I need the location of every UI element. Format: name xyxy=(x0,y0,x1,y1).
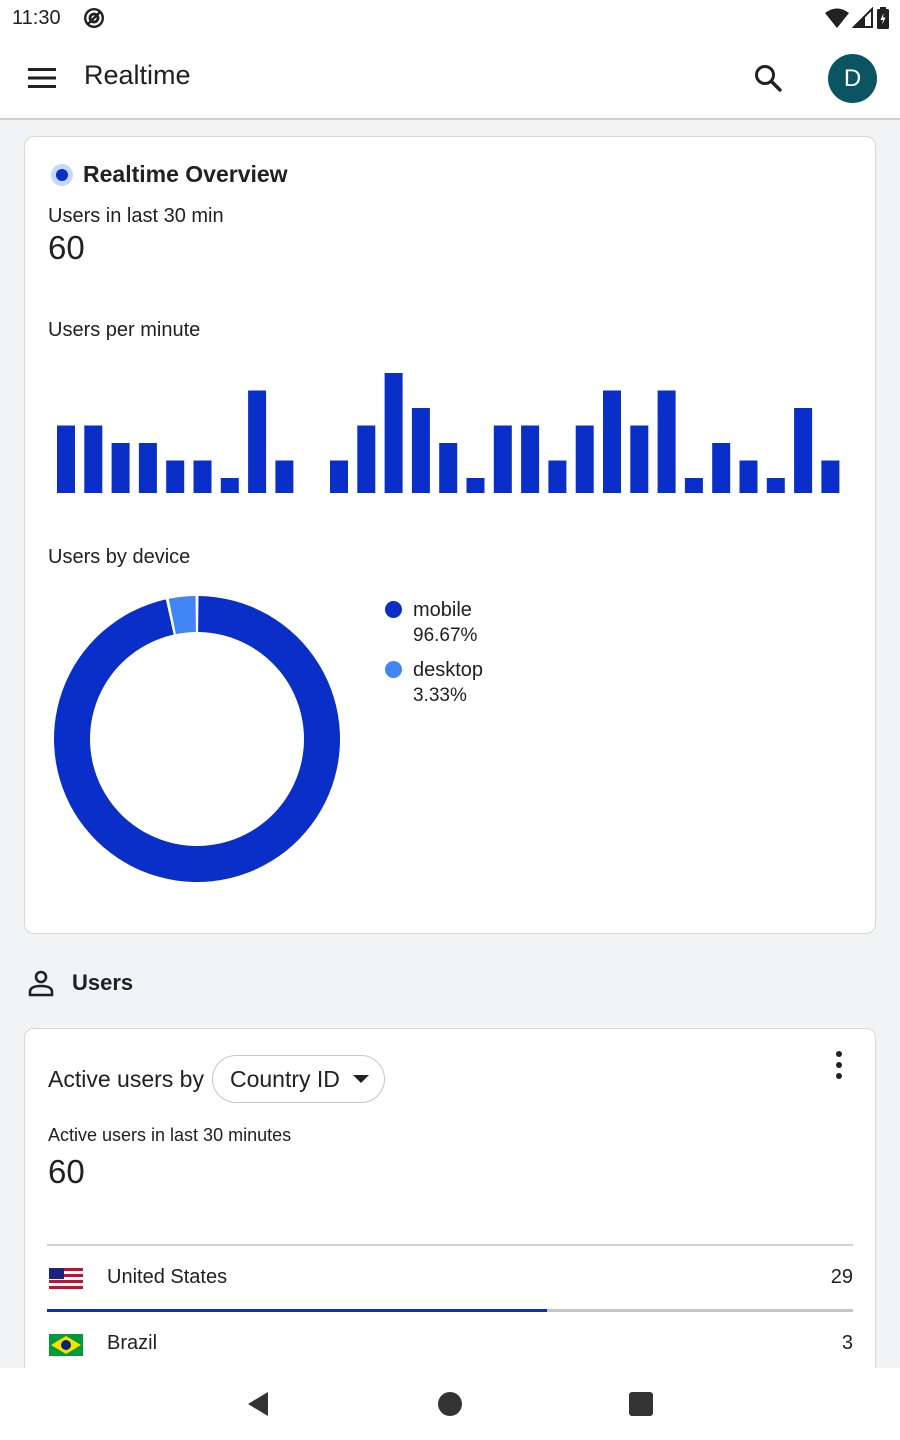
bar-minute-4 xyxy=(138,443,157,493)
brazil-flag-icon xyxy=(49,1334,83,1356)
more-vertical-icon[interactable] xyxy=(829,1049,849,1081)
bar-minute-24 xyxy=(684,478,703,493)
desktop-legend-dot xyxy=(385,661,402,678)
bar-minute-2 xyxy=(84,425,103,493)
bar-minute-6 xyxy=(193,460,212,493)
bar-minute-21 xyxy=(603,390,621,493)
bar-minute-5 xyxy=(166,460,185,493)
home-icon[interactable] xyxy=(438,1392,462,1416)
active-users-value: 60 xyxy=(48,1153,85,1190)
legend-item-mobile: mobile 96.67% xyxy=(385,597,483,649)
dimension-dropdown-label: Country ID xyxy=(229,1065,340,1092)
donut-slice-desktop xyxy=(168,596,196,635)
users-last-30-value: 60 xyxy=(48,229,85,266)
bar-minute-9 xyxy=(275,460,294,493)
mobile-legend-dot xyxy=(385,601,402,618)
status-bar: 11:30 xyxy=(0,0,900,36)
app-bar: Realtime D xyxy=(0,36,900,120)
bar-minute-16 xyxy=(466,478,485,493)
bar-minute-28 xyxy=(794,408,813,493)
device-legend: mobile 96.67% desktop 3.33% xyxy=(385,597,483,717)
active-users-sub-label: Active users in last 30 minutes xyxy=(48,1125,292,1145)
battery-icon xyxy=(877,7,889,29)
country-count: 29 xyxy=(830,1266,853,1288)
person-icon xyxy=(28,970,54,997)
donut-slice-mobile xyxy=(54,596,340,882)
bar-minute-19 xyxy=(548,460,567,493)
users-by-device-label: Users by device xyxy=(48,546,191,568)
legend-value: 96.67% xyxy=(413,625,478,646)
bar-minute-11 xyxy=(330,460,348,493)
bar-minute-14 xyxy=(411,408,430,493)
system-nav-bar xyxy=(0,1368,900,1440)
bar-minute-27 xyxy=(766,478,785,493)
bar-minute-25 xyxy=(712,443,731,493)
country-count: 3 xyxy=(841,1332,853,1354)
table-row[interactable]: United States 29 xyxy=(47,1246,853,1312)
overview-title: Realtime Overview xyxy=(83,161,288,187)
bar-minute-8 xyxy=(248,390,267,493)
bar-minute-23 xyxy=(657,390,676,493)
bar-minute-13 xyxy=(384,373,403,493)
active-users-title: Active users by xyxy=(48,1065,204,1092)
bar-minute-3 xyxy=(111,443,130,493)
bar-minute-18 xyxy=(521,425,540,493)
country-table: United States 29 Brazil 3 xyxy=(47,1244,853,1378)
live-dot-icon xyxy=(51,163,73,186)
us-flag-icon xyxy=(49,1268,83,1290)
legend-label: mobile xyxy=(413,599,472,621)
users-by-device-chart xyxy=(54,596,340,882)
realtime-overview-card: Realtime Overview Users in last 30 min 6… xyxy=(24,136,876,934)
at-sign-icon xyxy=(84,8,104,28)
active-users-heading: Active users by Country ID xyxy=(48,1055,385,1103)
users-last-30-label: Users in last 30 min xyxy=(48,205,224,227)
users-section-header: Users xyxy=(26,968,133,998)
status-time: 11:30 xyxy=(12,7,61,29)
caret-down-icon xyxy=(352,1075,369,1083)
bar-minute-29 xyxy=(821,460,840,493)
recents-icon[interactable] xyxy=(629,1392,653,1416)
legend-value: 3.33% xyxy=(413,685,467,706)
bar-minute-15 xyxy=(439,443,458,493)
avatar[interactable]: D xyxy=(828,54,877,103)
share-bar-fill xyxy=(47,1309,547,1312)
bar-minute-1 xyxy=(57,425,75,493)
wifi-icon xyxy=(825,8,849,28)
bar-minute-7 xyxy=(220,478,239,493)
page-title: Realtime xyxy=(84,60,191,90)
bar-minute-26 xyxy=(739,460,758,493)
legend-label: desktop xyxy=(413,659,484,681)
bar-minute-22 xyxy=(630,425,649,493)
menu-icon[interactable] xyxy=(26,64,58,92)
dimension-dropdown[interactable]: Country ID xyxy=(211,1055,385,1103)
back-icon[interactable] xyxy=(244,1390,272,1418)
signal-icon xyxy=(852,7,873,28)
legend-item-desktop: desktop 3.33% xyxy=(385,657,483,709)
users-per-minute-label: Users per minute xyxy=(48,319,201,341)
bar-minute-20 xyxy=(575,425,594,493)
table-row[interactable]: Brazil 3 xyxy=(47,1312,853,1378)
users-per-minute-chart xyxy=(57,373,840,493)
search-icon[interactable] xyxy=(750,60,786,96)
bar-minute-12 xyxy=(357,425,376,493)
country-name: Brazil xyxy=(107,1332,158,1354)
country-name: United States xyxy=(107,1266,228,1288)
users-section-label: Users xyxy=(72,970,134,995)
overview-heading: Realtime Overview xyxy=(51,161,288,188)
share-bar xyxy=(47,1309,853,1312)
bar-minute-17 xyxy=(493,425,512,493)
